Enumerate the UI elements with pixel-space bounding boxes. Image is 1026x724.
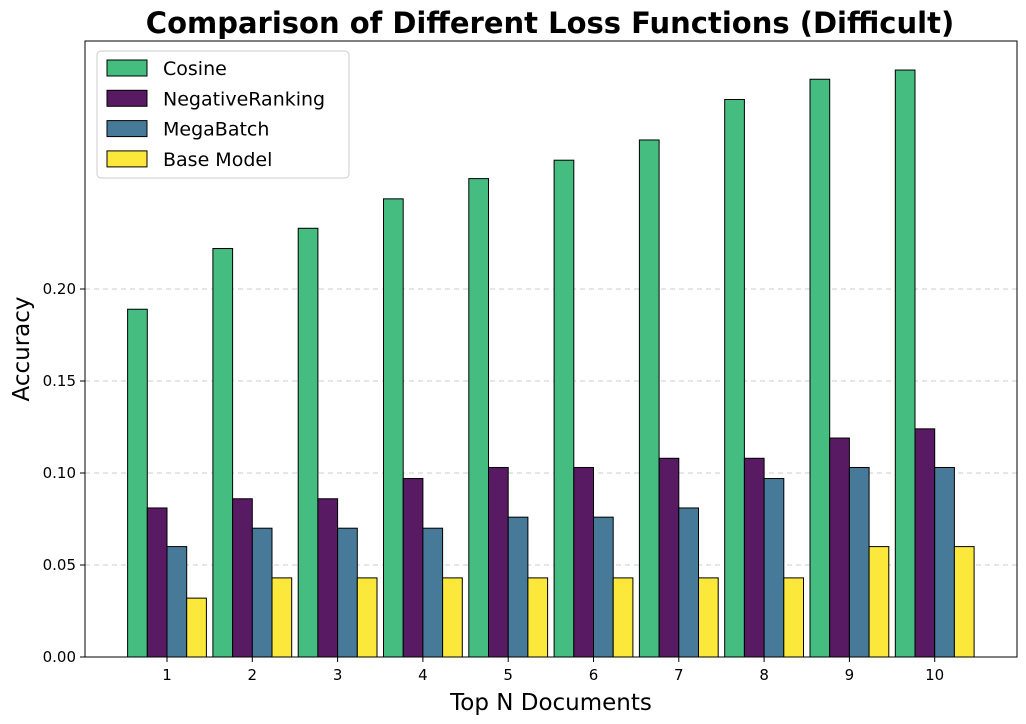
chart-title: Comparison of Different Loss Functions (… bbox=[146, 6, 954, 40]
bar-megabatch-2 bbox=[251, 527, 273, 658]
bar-base-model-5 bbox=[527, 577, 549, 658]
bar-base-model-9 bbox=[868, 546, 890, 658]
bar-base-model-1 bbox=[186, 597, 207, 658]
legend: Cosine NegativeRanking MegaBatch Base Model bbox=[96, 50, 350, 179]
x-tick-label: 5 bbox=[503, 666, 513, 684]
bar-negativeranking-1 bbox=[146, 507, 168, 658]
bar-cosine-3 bbox=[297, 227, 319, 658]
bar-base-model-4 bbox=[442, 577, 463, 658]
x-tick-label: 4 bbox=[418, 666, 428, 684]
x-tick-label: 3 bbox=[333, 666, 343, 684]
bar-cosine-8 bbox=[724, 98, 745, 658]
bar-base-model-2 bbox=[271, 577, 293, 658]
bar-cosine-4 bbox=[383, 198, 404, 658]
legend-swatch-base-model bbox=[106, 150, 148, 168]
bar-megabatch-1 bbox=[166, 546, 188, 658]
bar-base-model-3 bbox=[356, 577, 378, 658]
bar-negativeranking-2 bbox=[232, 498, 253, 658]
bar-base-model-10 bbox=[953, 546, 975, 658]
bar-cosine-7 bbox=[638, 139, 660, 658]
x-tick-label: 1 bbox=[162, 666, 172, 684]
bar-negativeranking-3 bbox=[317, 498, 339, 658]
bar-megabatch-6 bbox=[593, 516, 614, 658]
bar-megabatch-4 bbox=[422, 527, 444, 658]
bar-negativeranking-9 bbox=[829, 437, 850, 658]
y-tick-label: 0.00 bbox=[43, 648, 76, 666]
bar-megabatch-3 bbox=[337, 527, 358, 658]
x-axis-label: Top N Documents bbox=[449, 690, 652, 716]
bar-base-model-7 bbox=[698, 577, 719, 658]
bar-negativeranking-4 bbox=[402, 478, 424, 658]
legend-label: MegaBatch bbox=[163, 119, 269, 141]
bar-negativeranking-5 bbox=[488, 466, 509, 658]
bar-negativeranking-10 bbox=[914, 428, 936, 658]
x-axis-ticks: 1 2 3 4 5 6 7 8 9 10 bbox=[162, 657, 944, 684]
legend-label: Base Model bbox=[163, 149, 272, 171]
bars bbox=[127, 69, 975, 658]
bar-megabatch-9 bbox=[848, 466, 870, 658]
bar-cosine-5 bbox=[468, 178, 489, 658]
x-tick-label: 9 bbox=[845, 666, 855, 684]
bar-megabatch-5 bbox=[507, 516, 529, 658]
plot-frame bbox=[84, 40, 1018, 658]
legend-swatch-cosine bbox=[106, 59, 148, 77]
y-tick-label: 0.20 bbox=[43, 280, 76, 298]
bar-cosine-10 bbox=[894, 69, 916, 658]
bar-negativeranking-8 bbox=[743, 457, 765, 658]
y-tick-label: 0.05 bbox=[43, 556, 76, 574]
y-tick-label: 0.10 bbox=[43, 464, 76, 482]
legend-box bbox=[96, 50, 350, 179]
bar-cosine-1 bbox=[127, 308, 148, 658]
y-axis-label: Accuracy bbox=[9, 296, 35, 401]
legend-swatch-negativeranking bbox=[106, 89, 148, 107]
bar-base-model-6 bbox=[612, 577, 634, 658]
bar-base-model-8 bbox=[783, 577, 804, 658]
bar-megabatch-10 bbox=[934, 466, 955, 658]
x-tick-label: 7 bbox=[674, 666, 684, 684]
y-tick-label: 0.15 bbox=[43, 372, 76, 390]
x-tick-label: 10 bbox=[925, 666, 944, 684]
bar-megabatch-8 bbox=[763, 478, 785, 658]
y-axis-ticks: 0.00 0.05 0.10 0.15 0.20 bbox=[43, 280, 85, 666]
legend-swatch-megabatch bbox=[106, 120, 148, 138]
bar-cosine-9 bbox=[809, 78, 831, 658]
x-tick-label: 6 bbox=[589, 666, 599, 684]
legend-label: NegativeRanking bbox=[163, 88, 325, 110]
bar-cosine-6 bbox=[553, 159, 575, 658]
legend-label: Cosine bbox=[163, 58, 227, 80]
bar-cosine-2 bbox=[212, 248, 234, 658]
x-tick-label: 8 bbox=[759, 666, 769, 684]
bar-negativeranking-6 bbox=[573, 466, 594, 658]
bar-megabatch-7 bbox=[678, 507, 699, 658]
x-tick-label: 2 bbox=[248, 666, 258, 684]
bar-negativeranking-7 bbox=[658, 457, 680, 658]
